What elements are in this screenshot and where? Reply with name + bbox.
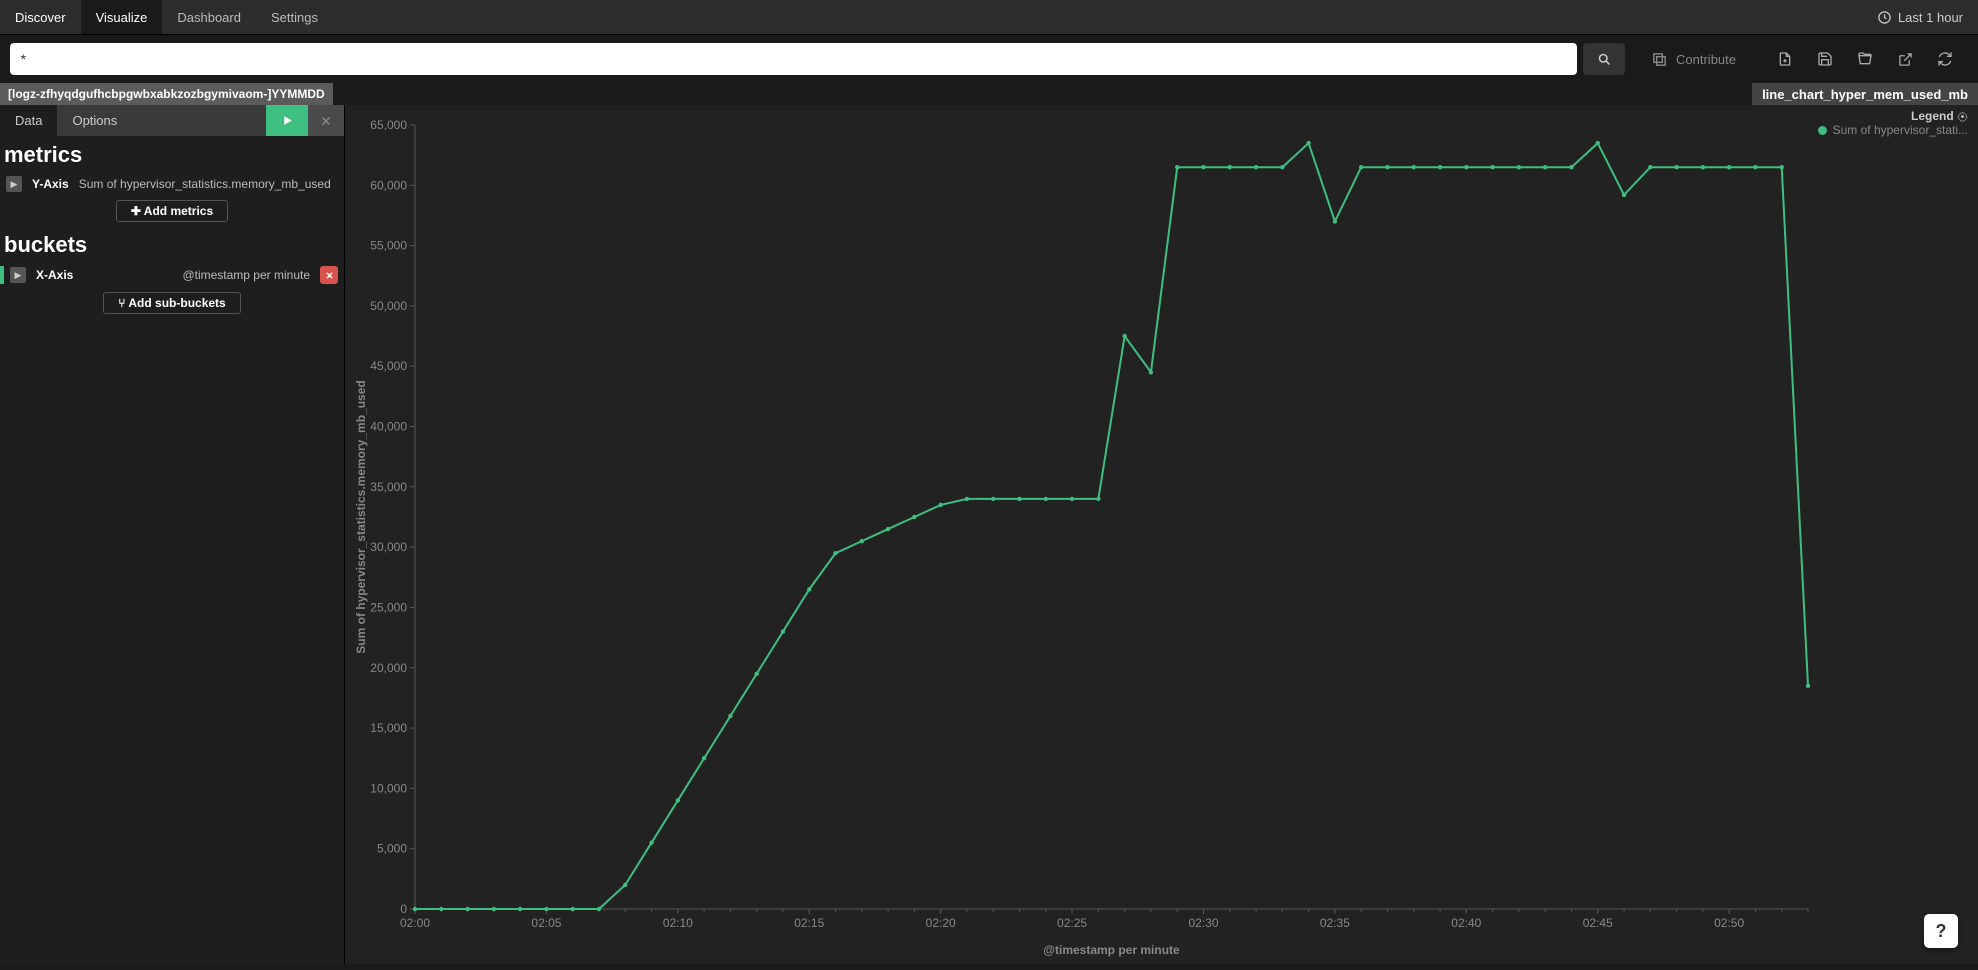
tab-data[interactable]: Data xyxy=(0,105,57,136)
toolbar-icons xyxy=(1762,43,1968,75)
svg-text:02:25: 02:25 xyxy=(1057,916,1087,930)
metric-description: Sum of hypervisor_statistics.memory_mb_u… xyxy=(79,177,338,191)
legend: Legend Sum of hypervisor_stati... xyxy=(1818,109,1968,137)
close-icon xyxy=(325,271,334,280)
svg-text:02:00: 02:00 xyxy=(400,916,430,930)
line-chart[interactable]: 0 5,000 10,000 15,000 20,000 25,000 30,000 35,0… xyxy=(345,105,1978,964)
svg-text:25,000: 25,000 xyxy=(370,600,407,614)
sidebar: Data Options metrics ▶ Y-Axis Sum of hyp… xyxy=(0,105,345,964)
svg-text:20,000: 20,000 xyxy=(370,661,407,675)
play-icon xyxy=(281,114,294,127)
svg-text:02:50: 02:50 xyxy=(1714,916,1744,930)
svg-text:50,000: 50,000 xyxy=(370,299,407,313)
svg-text:55,000: 55,000 xyxy=(370,239,407,253)
open-icon[interactable] xyxy=(1856,50,1874,68)
metrics-heading: metrics xyxy=(0,136,344,172)
gear-icon xyxy=(1957,111,1968,122)
search-button[interactable] xyxy=(1583,43,1625,75)
svg-text:5,000: 5,000 xyxy=(377,842,407,856)
legend-dot-icon xyxy=(1818,126,1827,135)
svg-text:60,000: 60,000 xyxy=(370,178,407,192)
branch-icon: ⑂ xyxy=(118,296,128,310)
bucket-description: @timestamp per minute xyxy=(83,268,310,282)
help-button[interactable]: ? xyxy=(1924,914,1958,948)
chevron-right-icon[interactable]: ▶ xyxy=(6,176,22,192)
svg-text:02:35: 02:35 xyxy=(1320,916,1350,930)
svg-text:10,000: 10,000 xyxy=(370,781,407,795)
buckets-heading: buckets xyxy=(0,226,344,262)
legend-item[interactable]: Sum of hypervisor_stati... xyxy=(1818,123,1968,137)
svg-text:02:45: 02:45 xyxy=(1583,916,1613,930)
svg-text:65,000: 65,000 xyxy=(370,118,407,132)
refresh-icon[interactable] xyxy=(1936,50,1954,68)
search-icon xyxy=(1597,52,1612,67)
svg-text:02:15: 02:15 xyxy=(794,916,824,930)
svg-text:45,000: 45,000 xyxy=(370,359,407,373)
nav-settings[interactable]: Settings xyxy=(256,0,333,34)
svg-text:0: 0 xyxy=(400,902,407,916)
tab-options[interactable]: Options xyxy=(57,105,132,136)
contribute-button[interactable]: Contribute xyxy=(1631,43,1756,75)
legend-title[interactable]: Legend xyxy=(1818,109,1968,123)
discard-button[interactable] xyxy=(308,105,344,136)
index-row: [logz-zfhyqdgufhcbpgwbxabkzozbgymivaom-]… xyxy=(0,83,1978,105)
time-picker-label: Last 1 hour xyxy=(1898,10,1963,25)
add-metrics-button[interactable]: ✚ Add metrics xyxy=(116,200,228,222)
index-pattern[interactable]: [logz-zfhyqdgufhcbpgwbxabkzozbgymivaom-]… xyxy=(0,83,333,105)
chart-area: Legend Sum of hypervisor_stati... 0 5,000… xyxy=(345,105,1978,964)
svg-text:15,000: 15,000 xyxy=(370,721,407,735)
metric-row[interactable]: ▶ Y-Axis Sum of hypervisor_statistics.me… xyxy=(0,172,344,196)
nav-visualize[interactable]: Visualize xyxy=(81,0,163,34)
svg-text:@timestamp per minute: @timestamp per minute xyxy=(1043,943,1180,957)
svg-text:Sum of hypervisor_statistics.m: Sum of hypervisor_statistics.memory_mb_u… xyxy=(354,380,368,653)
chevron-right-icon[interactable]: ▶ xyxy=(10,267,26,283)
bucket-axis-label: X-Axis xyxy=(36,268,73,282)
contribute-label: Contribute xyxy=(1676,52,1736,67)
bucket-row[interactable]: ▶ X-Axis @timestamp per minute xyxy=(4,262,344,288)
clock-icon xyxy=(1877,10,1892,25)
apply-button[interactable] xyxy=(266,105,308,136)
svg-text:02:30: 02:30 xyxy=(1188,916,1218,930)
plus-icon: ✚ xyxy=(131,204,144,218)
search-row: Contribute xyxy=(0,35,1978,83)
svg-text:02:05: 02:05 xyxy=(531,916,561,930)
chart-title: line_chart_hyper_mem_used_mb xyxy=(1752,83,1978,105)
top-nav: Discover Visualize Dashboard Settings La… xyxy=(0,0,1978,35)
metric-axis-label: Y-Axis xyxy=(32,177,69,191)
nav-dashboard[interactable]: Dashboard xyxy=(162,0,256,34)
save-icon[interactable] xyxy=(1816,50,1834,68)
svg-text:02:20: 02:20 xyxy=(926,916,956,930)
search-input[interactable] xyxy=(10,43,1577,75)
new-icon[interactable] xyxy=(1776,50,1794,68)
add-sub-buckets-button[interactable]: ⑂ Add sub-buckets xyxy=(103,292,240,314)
svg-text:02:40: 02:40 xyxy=(1451,916,1481,930)
sidebar-tabs: Data Options xyxy=(0,105,344,136)
svg-text:35,000: 35,000 xyxy=(370,480,407,494)
nav-discover[interactable]: Discover xyxy=(0,0,81,34)
close-icon xyxy=(320,115,332,127)
remove-bucket-button[interactable] xyxy=(320,266,338,284)
svg-text:02:10: 02:10 xyxy=(663,916,693,930)
share-icon[interactable] xyxy=(1896,50,1914,68)
svg-text:30,000: 30,000 xyxy=(370,540,407,554)
svg-text:40,000: 40,000 xyxy=(370,420,407,434)
legend-item-label: Sum of hypervisor_stati... xyxy=(1833,123,1968,137)
contribute-icon xyxy=(1651,51,1668,68)
time-picker[interactable]: Last 1 hour xyxy=(1862,0,1978,34)
